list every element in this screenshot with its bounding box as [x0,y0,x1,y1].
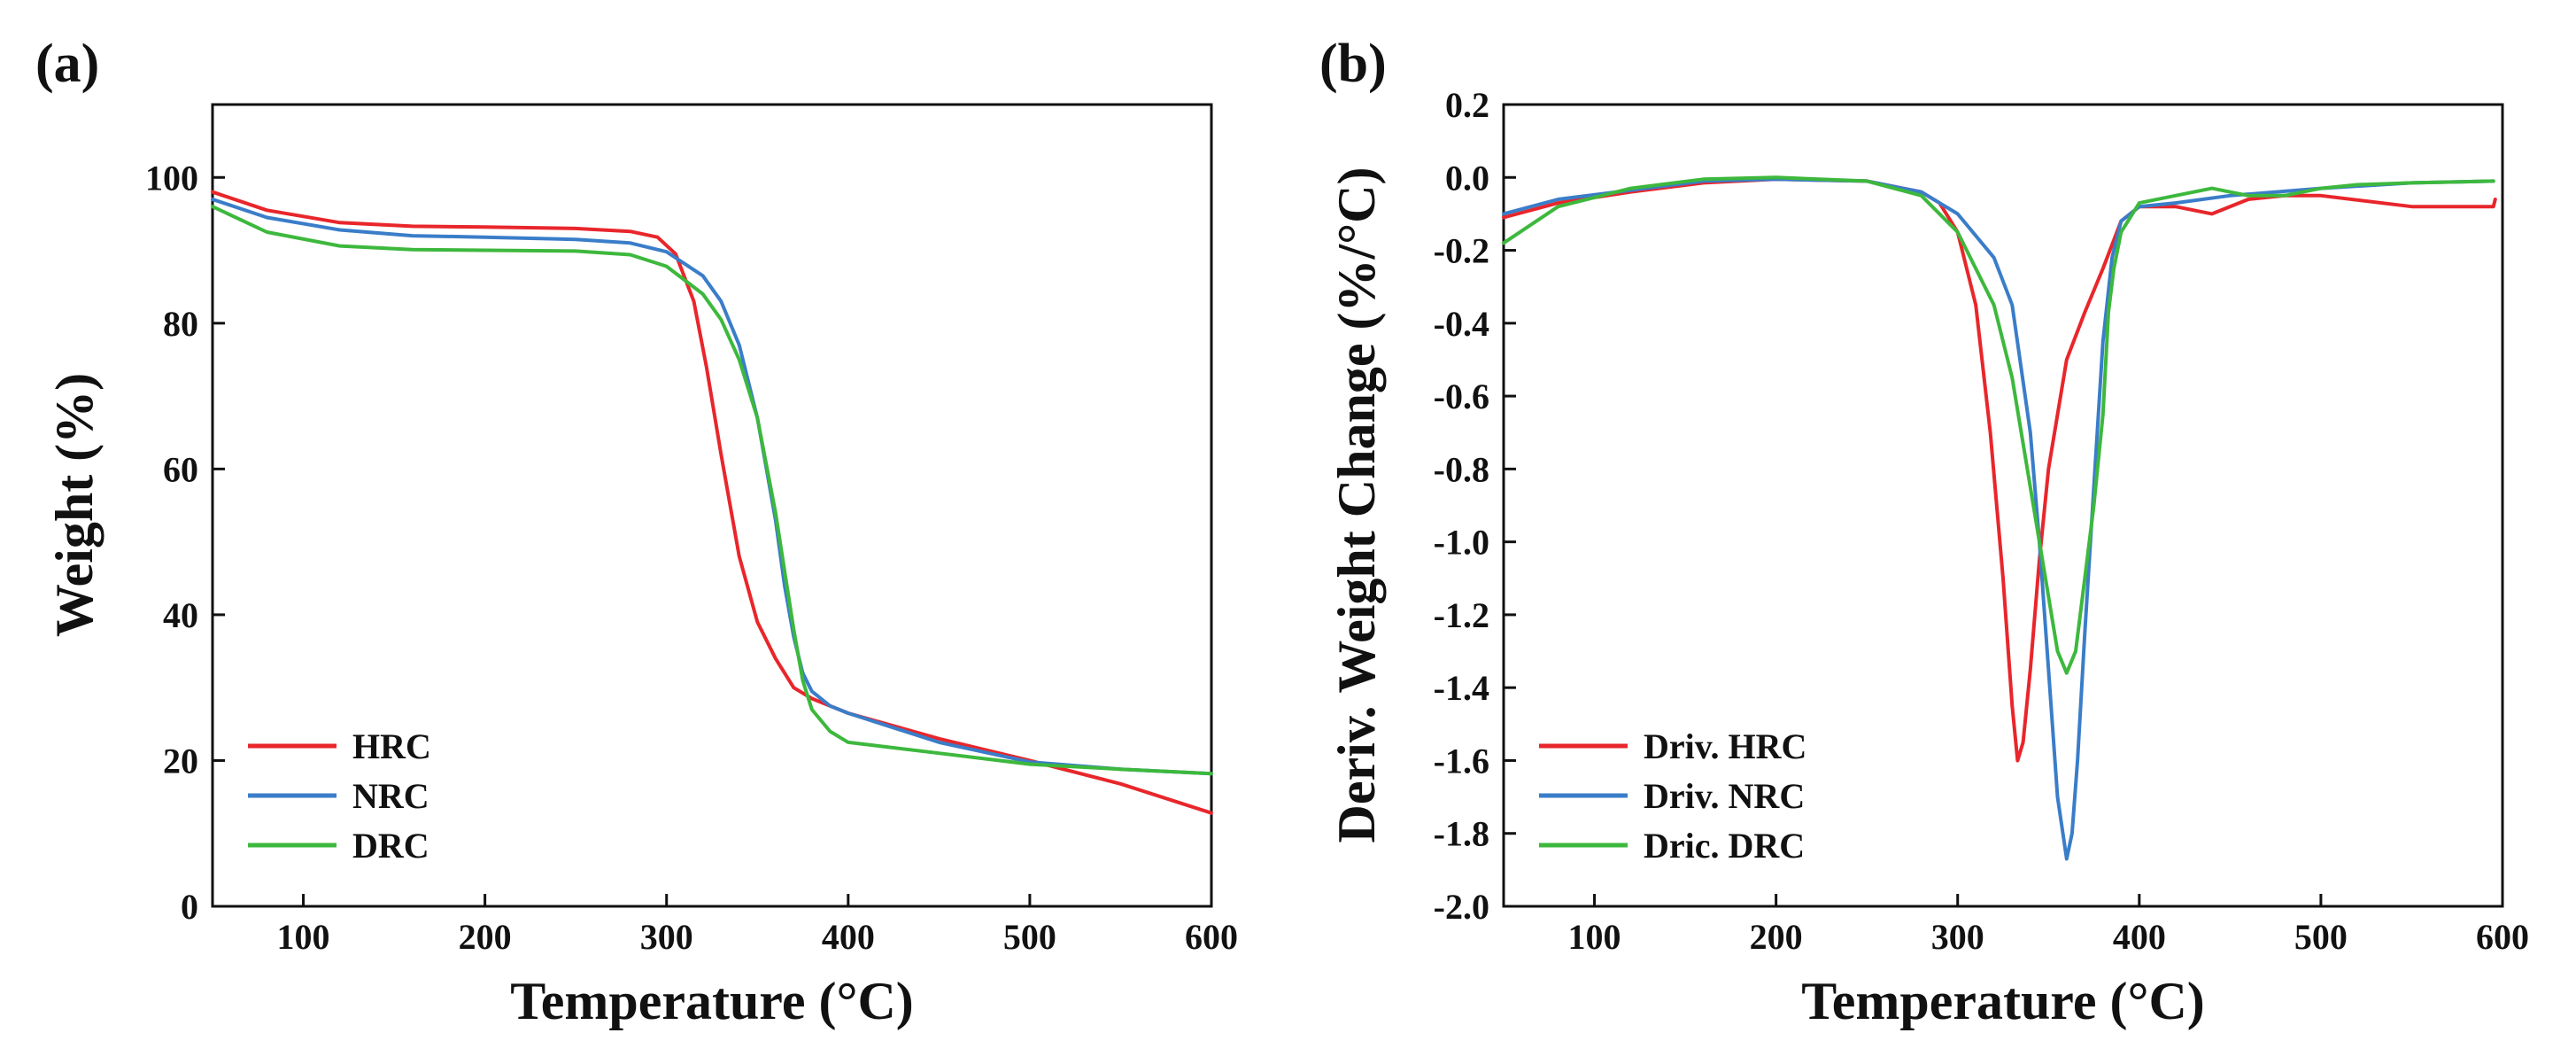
panel-a-y-axis-title: Weight (%) [45,373,104,637]
panel-b-y-axis-title: Deriv. Weight Change (%/°C) [1327,167,1386,843]
panel-b-ticks: 100 200 300 400 500 600 0.2 0.0 -0.2 -0.4 -0.6 -0.8… [1434,85,2529,957]
panel-b-y-tick-label: -1.6 [1434,741,1489,781]
panel-b-y-tick-label: -0.8 [1434,449,1489,489]
panel-a-y-tick-label: 20 [163,741,198,781]
panel-a-weight-chart: (a) 100 200 300 400 500 600 0 20 40 60 80 100 Tempe… [35,34,1238,1030]
panel-b-derivative-chart: (b) 100 200 300 400 500 600 0.2 0.0 -0.2 -0.4 -0.6… [1319,34,2529,1030]
panel-b-x-tick-label: 600 [2476,917,2529,957]
panel-a-plot-frame [211,103,1213,908]
panel-a-y-tick-label: 60 [163,449,198,489]
panel-a-x-tick-label: 600 [1185,917,1238,957]
panel-a-y-tick-label: 40 [163,595,198,635]
panel-b-plot-frame [1502,103,2504,908]
panel-b-x-tick-label: 400 [2113,917,2166,957]
panel-a-x-tick-label: 100 [277,917,330,957]
panel-b-series [1502,175,2497,861]
panel-b-x-axis-title: Temperature (°C) [1801,972,2205,1030]
panel-b-y-tick-label: -1.8 [1434,814,1489,854]
panel-a-y-tick-label: 0 [181,887,198,927]
panel-a-label: (a) [35,34,99,94]
panel-b-y-tick-label: -0.2 [1434,231,1489,271]
panel-b-y-tick-label: 0.0 [1445,158,1489,198]
panel-b-x-tick-label: 500 [2294,917,2348,957]
panel-b-legend: Driv. HRC Driv. NRC Dric. DRC [1539,726,1806,866]
panel-a-series-drc [211,205,1213,776]
panel-b-y-tick-label: -2.0 [1434,887,1489,927]
panel-b-y-tick-label: -1.4 [1434,668,1489,708]
panel-a-x-tick-label: 300 [640,917,693,957]
panel-b-legend-label: Driv. NRC [1644,776,1805,816]
panel-a-legend: HRC NRC DRC [248,726,431,866]
panel-a-x-tick-label: 400 [822,917,875,957]
panel-b-series-dric-drc [1502,175,2495,675]
panel-a-legend-label: NRC [352,776,429,816]
panel-a-legend-label: DRC [352,826,429,866]
panel-b-x-tick-label: 100 [1568,917,1621,957]
panel-a-series-hrc [211,190,1213,815]
panel-b-x-tick-label: 300 [1931,917,1984,957]
panel-b-y-tick-label: -1.2 [1434,595,1489,635]
panel-a-y-tick-label: 100 [145,158,198,198]
panel-b-label: (b) [1319,34,1387,94]
panel-a-y-tick-label: 80 [163,304,198,344]
panel-a-ticks: 100 200 300 400 500 600 0 20 40 60 80 100 [145,158,1238,957]
panel-b-y-tick-label: -0.6 [1434,377,1489,416]
panel-a-x-axis-title: Temperature (°C) [510,972,914,1030]
panel-b-y-tick-label: 0.2 [1445,85,1489,125]
panel-b-y-tick-label: -1.0 [1434,523,1489,563]
panel-a-x-tick-label: 200 [459,917,512,957]
panel-b-x-tick-label: 200 [1750,917,1803,957]
panel-b-series-driv-hrc [1502,177,2497,763]
panel-b-legend-label: Dric. DRC [1644,826,1805,866]
panel-a-series-nrc [211,198,1213,776]
panel-b-y-tick-label: -0.4 [1434,304,1489,344]
panel-b-legend-label: Driv. HRC [1644,726,1806,766]
panel-a-legend-label: HRC [352,726,431,766]
panel-a-x-tick-label: 500 [1003,917,1056,957]
panel-a-series [211,190,1213,815]
